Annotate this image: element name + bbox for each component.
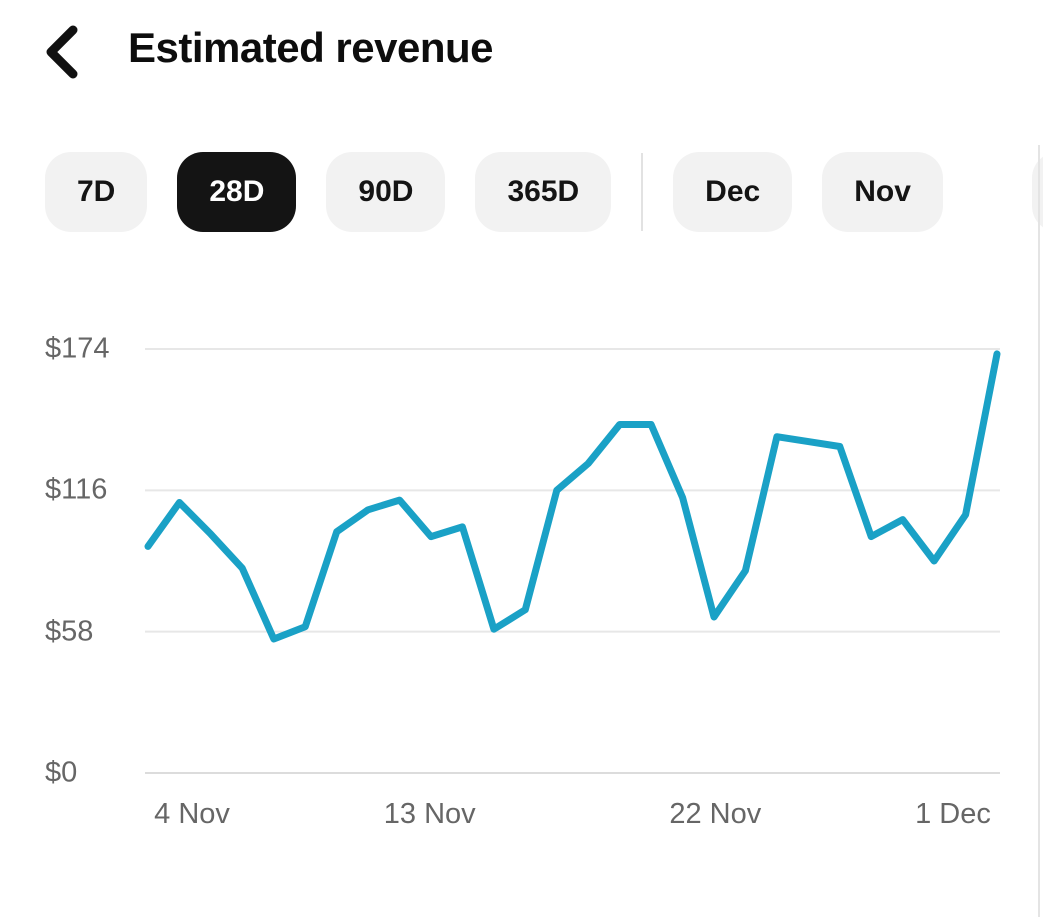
x-tick-label: 13 Nov [383,798,476,830]
filter-chip-nov[interactable]: Nov [822,152,943,232]
chevron-left-icon [46,25,78,79]
filter-chip-28d[interactable]: 28D [177,152,297,232]
filter-chip-partial-next[interactable] [1032,152,1043,232]
y-tick-label: $116 [45,473,108,506]
revenue-line-series [144,350,1001,643]
right-edge-divider [1038,145,1040,917]
chip-group-divider [641,153,644,231]
y-tick-label: $174 [45,332,110,365]
filter-chip-90d[interactable]: 90D [326,152,446,232]
x-tick-label: 22 Nov [669,798,762,830]
filter-chip-7d[interactable]: 7D [45,152,148,232]
filter-chip-dec[interactable]: Dec [673,152,793,232]
x-tick-label: 4 Nov [154,798,230,830]
time-range-filter-bar: 7D 28D 90D 365D Dec Nov [45,152,943,232]
header: Estimated revenue [0,0,1043,110]
y-tick-label: $0 [45,756,78,789]
y-tick-label: $58 [45,615,94,648]
filter-chip-365d[interactable]: 365D [475,152,612,232]
back-button[interactable] [30,18,94,86]
x-tick-label: 1 Dec [915,798,991,830]
page-title: Estimated revenue [128,24,494,71]
